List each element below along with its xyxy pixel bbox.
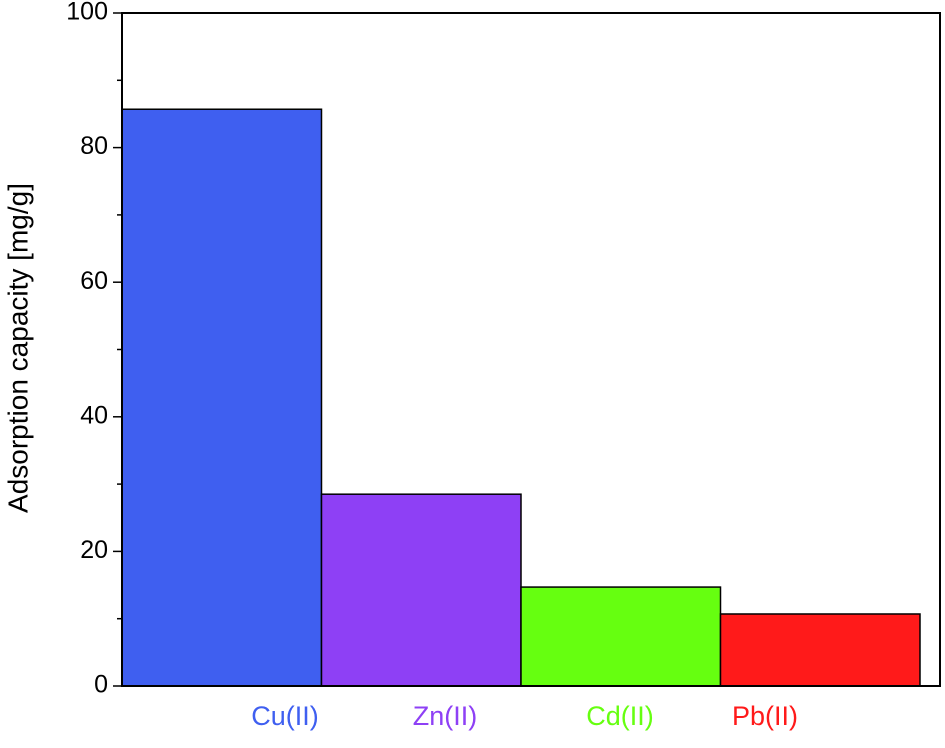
bar <box>320 493 522 687</box>
x-tick-label: Zn(II) <box>413 701 478 731</box>
bar <box>719 613 921 687</box>
bar <box>121 108 323 687</box>
x-tick-label: Cu(II) <box>251 701 319 731</box>
y-tick-label: 40 <box>80 401 108 429</box>
x-tick-label: Cd(II) <box>586 701 654 731</box>
y-axis-label: Adsorption capacity [mg/g] <box>2 183 33 513</box>
y-tick-label: 0 <box>94 671 108 699</box>
bar <box>520 586 722 687</box>
plot-frame <box>121 12 941 687</box>
y-tick-label: 20 <box>80 536 108 564</box>
y-tick-label: 60 <box>80 267 108 295</box>
y-tick-label: 80 <box>80 132 108 160</box>
x-tick-label: Pb(II) <box>732 701 798 731</box>
y-tick-label: 100 <box>66 0 108 26</box>
